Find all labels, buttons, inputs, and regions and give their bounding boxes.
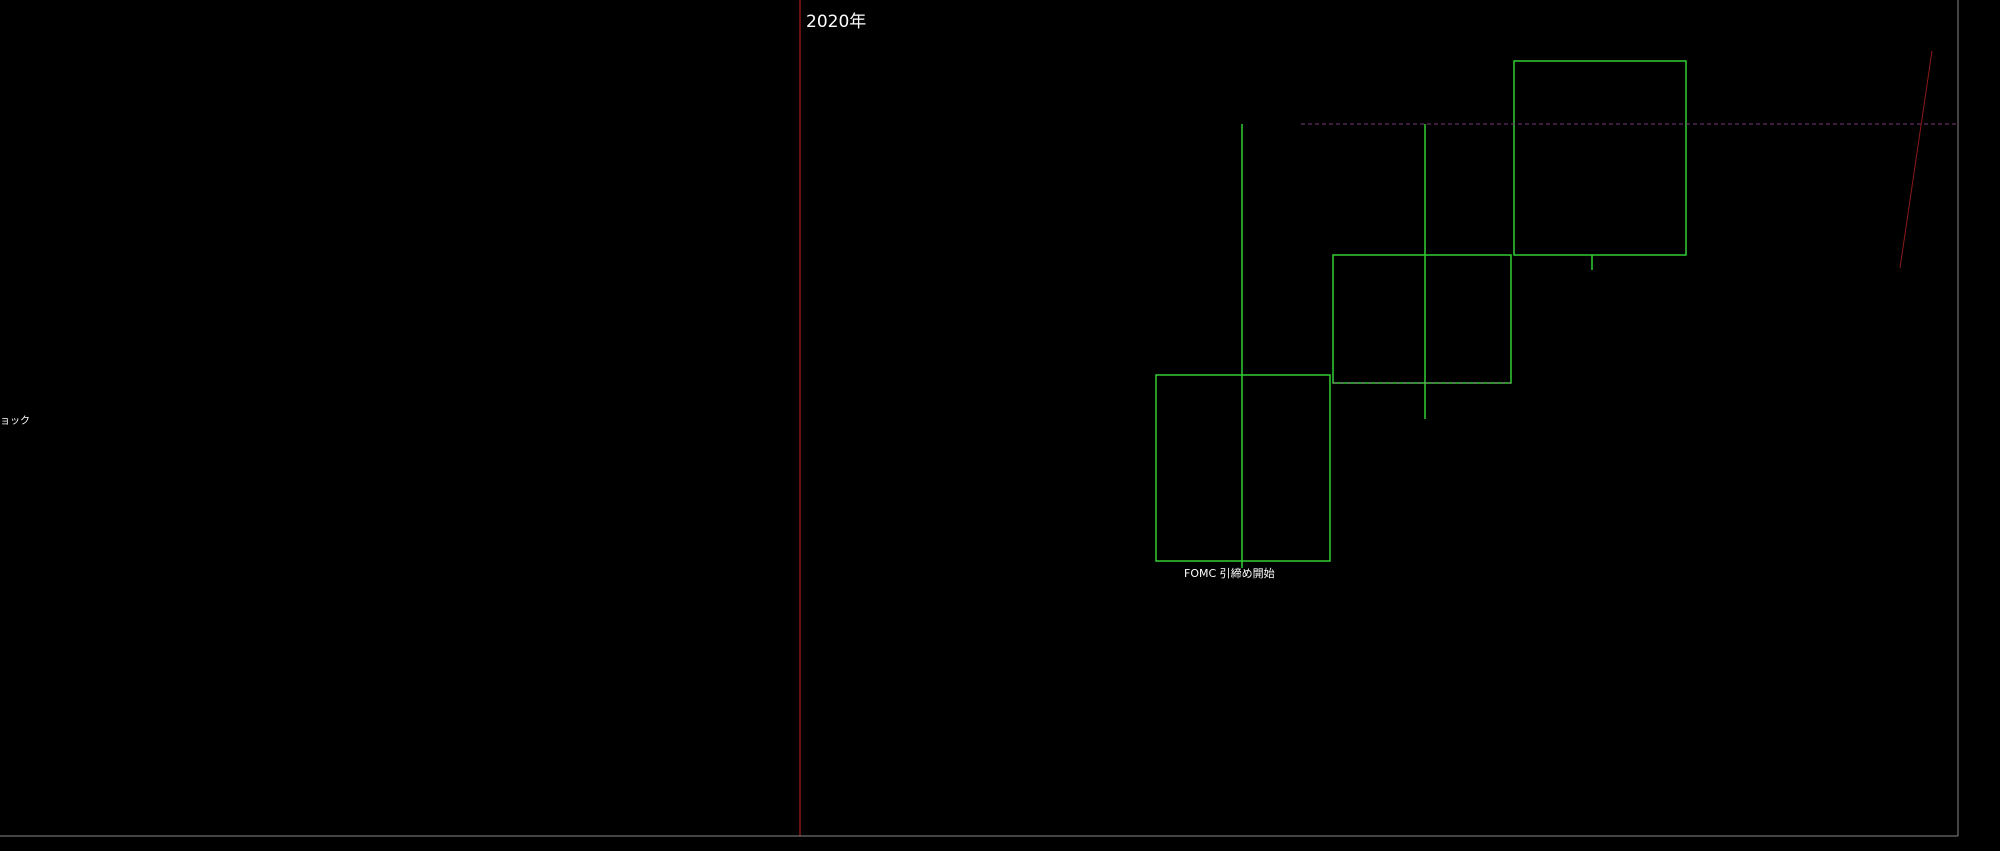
- range-box: [1513, 60, 1687, 256]
- fib-trend: [1899, 50, 1933, 269]
- annotation-boxes: [1155, 50, 1958, 568]
- range-box: [1155, 374, 1331, 562]
- fomc-label: FOMC 引締め開始: [1184, 566, 1275, 580]
- year-label: 2020年: [806, 12, 866, 32]
- range-box: [1332, 254, 1512, 384]
- shock-label: ショック: [0, 415, 30, 427]
